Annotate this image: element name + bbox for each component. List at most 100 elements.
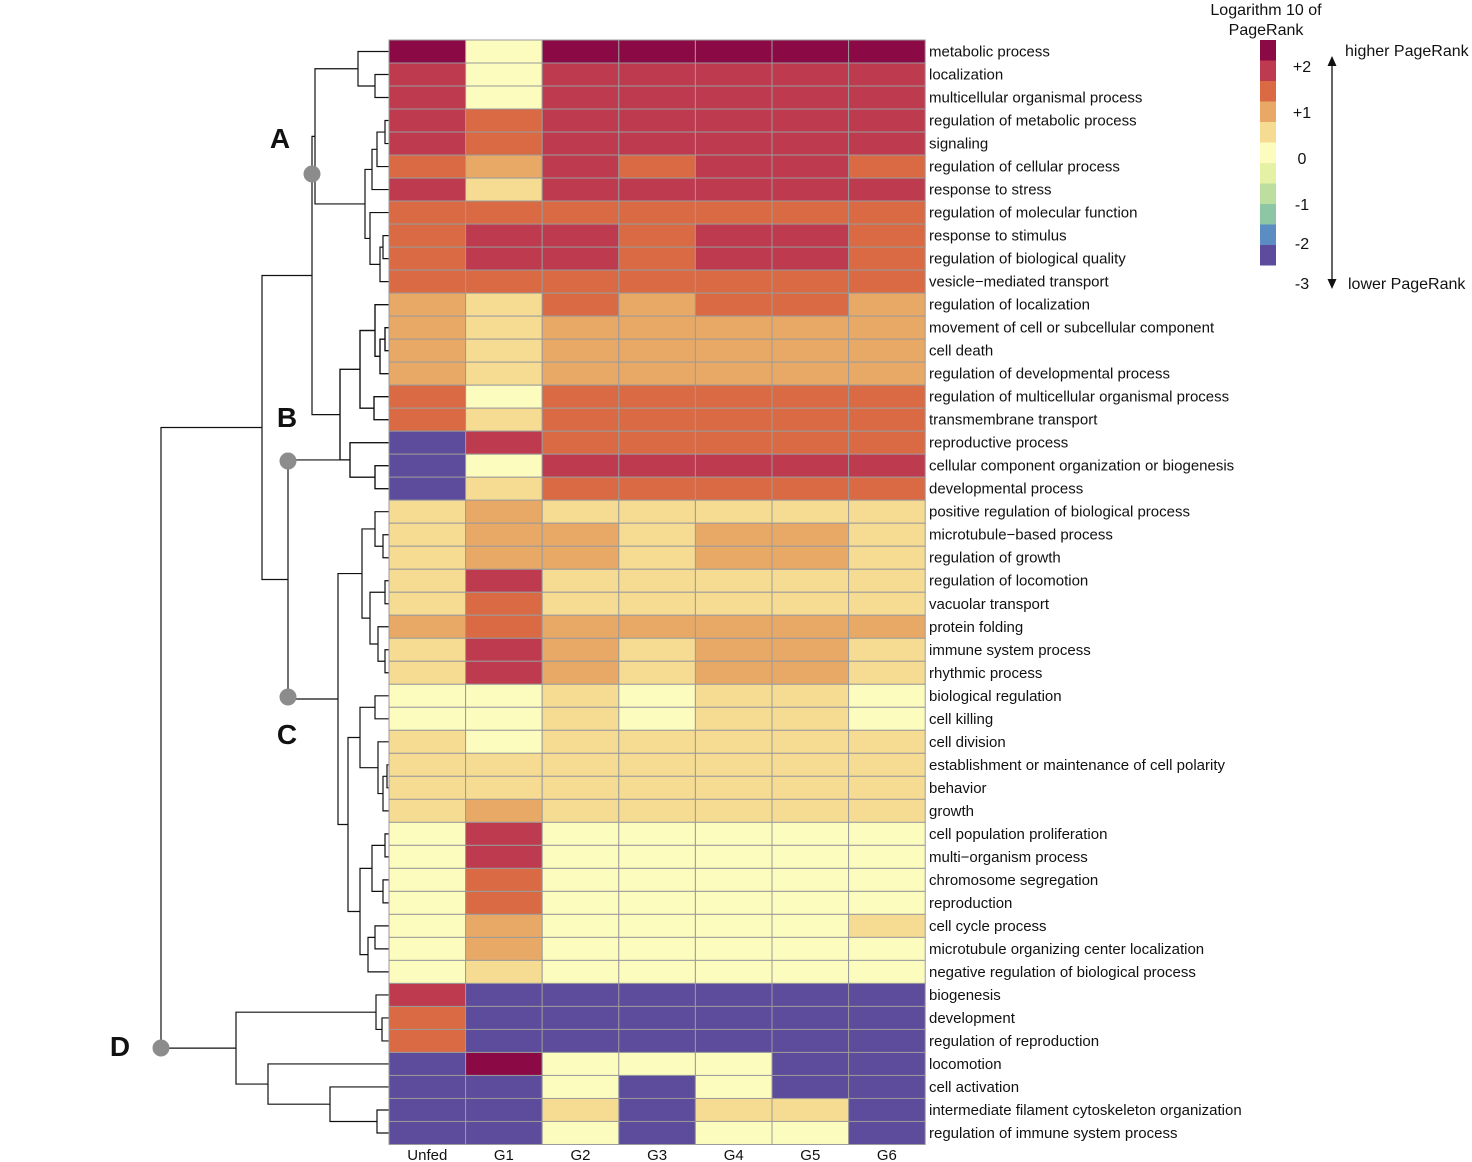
cell-intermediate-filament-cytoskeleton-organization-g3 [618, 1097, 696, 1122]
dendrogram-branch-17 [349, 442, 389, 478]
cell-regulation-of-localization-g3 [618, 292, 696, 317]
cell-locomotion-g5 [771, 1051, 850, 1076]
cell-cell-population-proliferation-g3 [618, 821, 696, 846]
dendrogram-branch-30 [384, 580, 389, 605]
cell-reproductive-process-g4 [694, 430, 773, 455]
cell-cell-cycle-process-g4 [694, 913, 773, 938]
dendrogram-branch-20 [384, 327, 389, 352]
cell-biological-regulation-g6 [848, 683, 926, 708]
cell-microtubule-organizing-center-localization-g2 [541, 936, 620, 961]
cell-regulation-of-biological-quality-unfed [388, 246, 467, 271]
row-label-cellular-component-organization-or-biogenesis: cellular component organization or bioge… [929, 458, 1234, 475]
legend-title-line2: PageRank [1229, 22, 1305, 39]
cell-regulation-of-biological-quality-g5 [771, 246, 850, 271]
cell-cell-population-proliferation-unfed [388, 821, 467, 846]
cell-response-to-stress-unfed [388, 177, 467, 202]
cell-regulation-of-metabolic-process-g3 [618, 108, 696, 133]
cell-cellular-component-organization-or-biogenesis-g3 [618, 453, 696, 478]
cell-multi-organism-process-g2 [541, 844, 620, 869]
dendrogram-branch-29 [374, 511, 389, 547]
cell-metabolic-process-g3 [618, 39, 696, 64]
cell-cell-death-unfed [388, 338, 467, 363]
legend-swatch-2 [1260, 81, 1276, 102]
dendrogram-branch-52 [376, 1109, 389, 1134]
cluster-node-c [279, 688, 297, 706]
cell-regulation-of-developmental-process-unfed [388, 361, 467, 386]
cell-chromosome-segregation-g1 [465, 867, 543, 892]
cell-chromosome-segregation-g5 [771, 867, 850, 892]
legend-tick-4: -2 [1295, 236, 1309, 253]
row-labels: metabolic process localization multicellul… [929, 44, 1242, 1142]
row-label-metabolic-process: metabolic process [929, 44, 1050, 61]
cell-cell-division-unfed [388, 729, 467, 754]
dendrogram-branch-48 [287, 459, 350, 700]
legend-swatch-3 [1260, 101, 1276, 122]
row-label-cell-population-proliferation: cell population proliferation [929, 826, 1107, 843]
row-label-cell-killing: cell killing [929, 711, 993, 728]
legend-tick-2: 0 [1298, 151, 1307, 168]
cell-cellular-component-organization-or-biogenesis-unfed [388, 453, 467, 478]
legend-swatch-1 [1260, 60, 1276, 81]
cell-cell-killing-g6 [848, 706, 926, 731]
cluster-label-c: C [277, 719, 297, 750]
cell-response-to-stimulus-g2 [541, 223, 620, 248]
cell-regulation-of-metabolic-process-g1 [465, 108, 543, 133]
row-label-regulation-of-immune-system-process: regulation of immune system process [929, 1125, 1177, 1142]
dendrogram-branch-50 [381, 1017, 389, 1042]
row-label-cell-cycle-process: cell cycle process [929, 918, 1047, 935]
cell-regulation-of-localization-g2 [541, 292, 620, 317]
column-labels: Unfed G1 G2 G3 G4 G5 G6 [407, 1147, 897, 1162]
cell-regulation-of-localization-g1 [465, 292, 543, 317]
row-label-regulation-of-developmental-process: regulation of developmental process [929, 366, 1170, 383]
cell-microtubule-based-process-g2 [541, 522, 620, 547]
cell-intermediate-filament-cytoskeleton-organization-g1 [465, 1097, 543, 1122]
cell-multicellular-organismal-process-g1 [465, 85, 543, 110]
cell-regulation-of-metabolic-process-unfed [388, 108, 467, 133]
dendrogram-branch-9 [364, 168, 372, 240]
row-label-regulation-of-multicellular-organismal-process: regulation of multicellular organismal p… [929, 389, 1229, 406]
cell-regulation-of-locomotion-unfed [388, 568, 467, 593]
cell-negative-regulation-of-biological-process-unfed [388, 959, 467, 984]
cell-movement-of-cell-or-subcellular-component-g4 [694, 315, 773, 340]
dendrogram-branch-35 [374, 695, 389, 720]
cell-growth-g2 [541, 798, 620, 823]
dendrogram-branch-5 [371, 148, 389, 191]
cell-multi-organism-process-unfed [388, 844, 467, 869]
cell-regulation-of-locomotion-g6 [848, 568, 926, 593]
cell-regulation-of-locomotion-g4 [694, 568, 773, 593]
cell-response-to-stress-g3 [618, 177, 696, 202]
cell-regulation-of-growth-g1 [465, 545, 543, 570]
cell-rhythmic-process-g3 [618, 660, 696, 685]
cell-negative-regulation-of-biological-process-g5 [771, 959, 850, 984]
row-label-movement-of-cell-or-subcellular-component: movement of cell or subcellular componen… [929, 320, 1215, 337]
dendrogram-branch-45 [359, 867, 372, 956]
cell-positive-regulation-of-biological-process-g5 [771, 499, 850, 524]
cell-microtubule-based-process-g3 [618, 522, 696, 547]
cell-rhythmic-process-unfed [388, 660, 467, 685]
cell-reproductive-process-g6 [848, 430, 926, 455]
dendrogram-branch-53 [329, 1086, 389, 1123]
legend-higher-label: higher PageRank [1345, 43, 1470, 60]
dendrogram-branch-37 [382, 775, 389, 812]
legend-swatch-10 [1260, 245, 1276, 266]
cell-regulation-of-multicellular-organismal-process-g3 [618, 384, 696, 409]
row-label-response-to-stress: response to stress [929, 182, 1052, 199]
cell-positive-regulation-of-biological-process-unfed [388, 499, 467, 524]
cell-cell-population-proliferation-g5 [771, 821, 850, 846]
cell-regulation-of-cellular-process-g2 [541, 154, 620, 179]
cell-protein-folding-unfed [388, 614, 467, 639]
cell-metabolic-process-g4 [694, 39, 773, 64]
col-label-g2: G2 [570, 1147, 590, 1162]
cell-establishment-or-maintenance-of-cell-polarity-g3 [618, 752, 696, 777]
cell-microtubule-organizing-center-localization-g5 [771, 936, 850, 961]
cell-reproduction-unfed [388, 890, 467, 915]
cell-metabolic-process-g5 [771, 39, 850, 64]
row-label-intermediate-filament-cytoskeleton-organization: intermediate filament cytoskeleton organ… [929, 1102, 1242, 1119]
cell-regulation-of-cellular-process-g1 [465, 154, 543, 179]
dendrogram-branch-44 [367, 936, 389, 973]
row-label-multi-organism-process: multi−organism process [929, 849, 1088, 866]
cell-rhythmic-process-g2 [541, 660, 620, 685]
cell-regulation-of-developmental-process-g6 [848, 361, 926, 386]
cell-signaling-unfed [388, 131, 467, 156]
cell-regulation-of-cellular-process-g6 [848, 154, 926, 179]
